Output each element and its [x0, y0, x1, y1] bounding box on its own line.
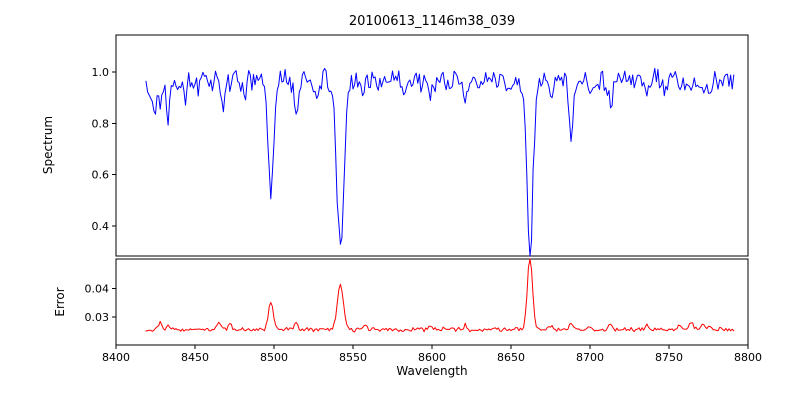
x-tick-label: 8750: [655, 351, 683, 364]
x-tick-label: 8700: [576, 351, 604, 364]
plot-layer: 8400 8450 8500 8550 8600 8650 8700 8750 8800 0.4 0…: [85, 66, 763, 364]
error-line: [145, 258, 735, 333]
x-tick-label: 8400: [102, 351, 130, 364]
y-tick-label: 1.0: [92, 66, 110, 79]
y-tick-label: 0.4: [92, 220, 110, 233]
y-tick-label: 0.8: [92, 117, 110, 130]
chart-title: 20100613_1146m38_039: [349, 14, 515, 29]
error-panel: [115, 258, 749, 346]
x-tick-label: 8600: [418, 351, 446, 364]
spectrum-y-axis-label: Spectrum: [41, 116, 55, 174]
x-tick-label: 8650: [497, 351, 525, 364]
error-y-axis-label: Error: [53, 287, 67, 316]
x-tick-label: 8500: [260, 351, 288, 364]
y-tick-label: 0.03: [85, 311, 110, 324]
spectrum-line: [145, 67, 735, 257]
spectrum-panel: [115, 34, 749, 257]
y-tick-label: 0.6: [92, 169, 110, 182]
y-tick-label: 0.04: [85, 283, 110, 296]
x-tick-label: 8450: [181, 351, 209, 364]
x-tick-label: 8800: [734, 351, 762, 364]
x-axis-label: Wavelength: [396, 364, 467, 378]
x-tick-label: 8550: [339, 351, 367, 364]
